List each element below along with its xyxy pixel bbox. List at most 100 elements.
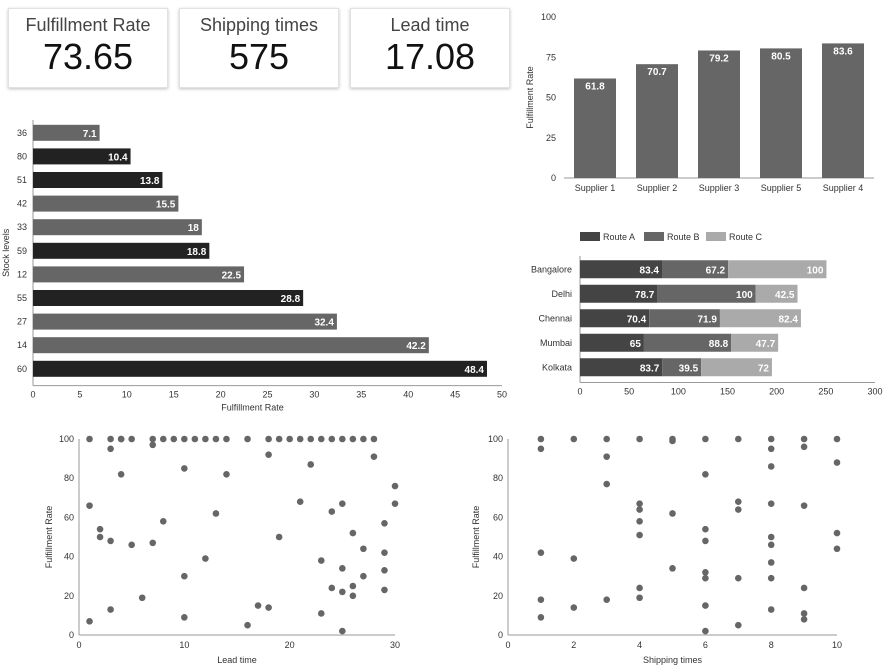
bar-segment: [755, 284, 798, 303]
bar-segment: [719, 309, 801, 328]
x-tick-label: 20: [216, 390, 226, 400]
legend-swatch: [706, 232, 726, 241]
data-point: [317, 557, 325, 564]
y-tick-label: Delhi: [551, 289, 572, 299]
y-tick-label: Bangalore: [531, 264, 572, 274]
data-point: [349, 529, 357, 537]
data-point: [265, 435, 272, 443]
data-label: 15.5: [156, 200, 176, 211]
data-label: 32.4: [314, 318, 334, 329]
data-point: [603, 435, 610, 443]
bar-segment: [701, 358, 772, 377]
data-point: [265, 451, 272, 458]
bar: [698, 50, 740, 178]
legend-label: Route A: [603, 232, 635, 242]
bar-segment: [643, 333, 732, 352]
y-tick-label: 20: [493, 591, 503, 601]
bar: [33, 313, 337, 330]
data-point: [244, 435, 251, 443]
x-tick-label: 300: [867, 387, 882, 397]
data-label: 79.2: [709, 53, 729, 64]
data-point: [370, 435, 378, 443]
data-point: [391, 482, 399, 490]
data-point: [702, 627, 709, 635]
bar: [33, 266, 245, 283]
kpi-value: 17.08: [384, 36, 476, 77]
y-tick-label: Mumbai: [540, 338, 572, 348]
bar-segment: [728, 260, 827, 279]
data-point: [275, 533, 283, 541]
data-label: 18.8: [187, 247, 207, 258]
x-axis-title: Lead time: [217, 655, 257, 665]
data-label: 7.1: [83, 129, 97, 140]
data-label: 13.8: [140, 176, 160, 187]
data-label: 70.7: [647, 67, 667, 78]
data-point: [360, 572, 367, 580]
data-point: [86, 617, 93, 625]
data-label: 48.4: [465, 365, 485, 376]
x-tick-label: 5: [77, 390, 82, 400]
data-point: [603, 453, 610, 460]
bar: [33, 172, 163, 188]
data-point: [570, 604, 578, 611]
data-point: [833, 545, 841, 553]
data-point: [328, 435, 336, 443]
y-tick-label: 14: [17, 340, 27, 350]
data-point: [265, 604, 272, 611]
data-point: [128, 435, 135, 443]
data-point: [800, 616, 808, 623]
y-tick-label: 0: [551, 173, 556, 183]
data-point: [833, 529, 841, 537]
data-point: [339, 500, 346, 507]
bar: [636, 64, 678, 178]
y-tick-label: 80: [493, 473, 503, 483]
bar: [33, 124, 100, 141]
data-point: [767, 445, 775, 453]
data-point: [636, 584, 643, 592]
data-point: [107, 445, 114, 453]
data-point: [767, 574, 775, 582]
bar-segment: [649, 309, 720, 328]
x-tick-label: Supplier 5: [761, 183, 802, 193]
y-axis-title: Stock levels: [1, 228, 11, 277]
y-tick-label: 100: [488, 434, 503, 444]
y-tick-label: 55: [17, 293, 27, 303]
legend-swatch: [580, 232, 600, 241]
data-point: [349, 435, 357, 443]
data-point: [669, 510, 676, 517]
data-point: [570, 555, 578, 562]
y-tick-label: 27: [17, 317, 27, 327]
x-tick-label: 25: [262, 390, 272, 400]
data-label: 82.4: [778, 314, 798, 325]
x-tick-label: 0: [30, 390, 35, 400]
data-point: [223, 435, 230, 443]
bar: [33, 148, 131, 165]
data-point: [339, 627, 346, 635]
data-point: [537, 435, 545, 443]
data-point: [170, 435, 178, 443]
bar-segment: [580, 309, 650, 328]
data-label: 65: [630, 339, 642, 350]
data-point: [636, 500, 643, 507]
data-label: 22.5: [222, 270, 242, 281]
data-label: 47.7: [756, 339, 776, 350]
y-tick-label: 100: [541, 12, 556, 22]
data-label: 28.8: [281, 294, 301, 305]
data-point: [149, 435, 157, 443]
data-point: [107, 435, 114, 443]
x-tick-label: 20: [285, 640, 295, 650]
data-label: 83.6: [833, 46, 853, 57]
y-tick-label: 12: [17, 269, 27, 279]
kpi-label: Fulfillment Rate: [25, 15, 151, 35]
data-point: [317, 435, 325, 443]
y-tick-label: 50: [546, 93, 556, 103]
y-tick-label: Chennai: [538, 313, 572, 323]
data-point: [339, 565, 346, 572]
x-tick-label: 100: [671, 387, 686, 397]
y-tick-label: 40: [64, 552, 74, 562]
data-point: [702, 470, 709, 478]
data-point: [702, 574, 709, 582]
